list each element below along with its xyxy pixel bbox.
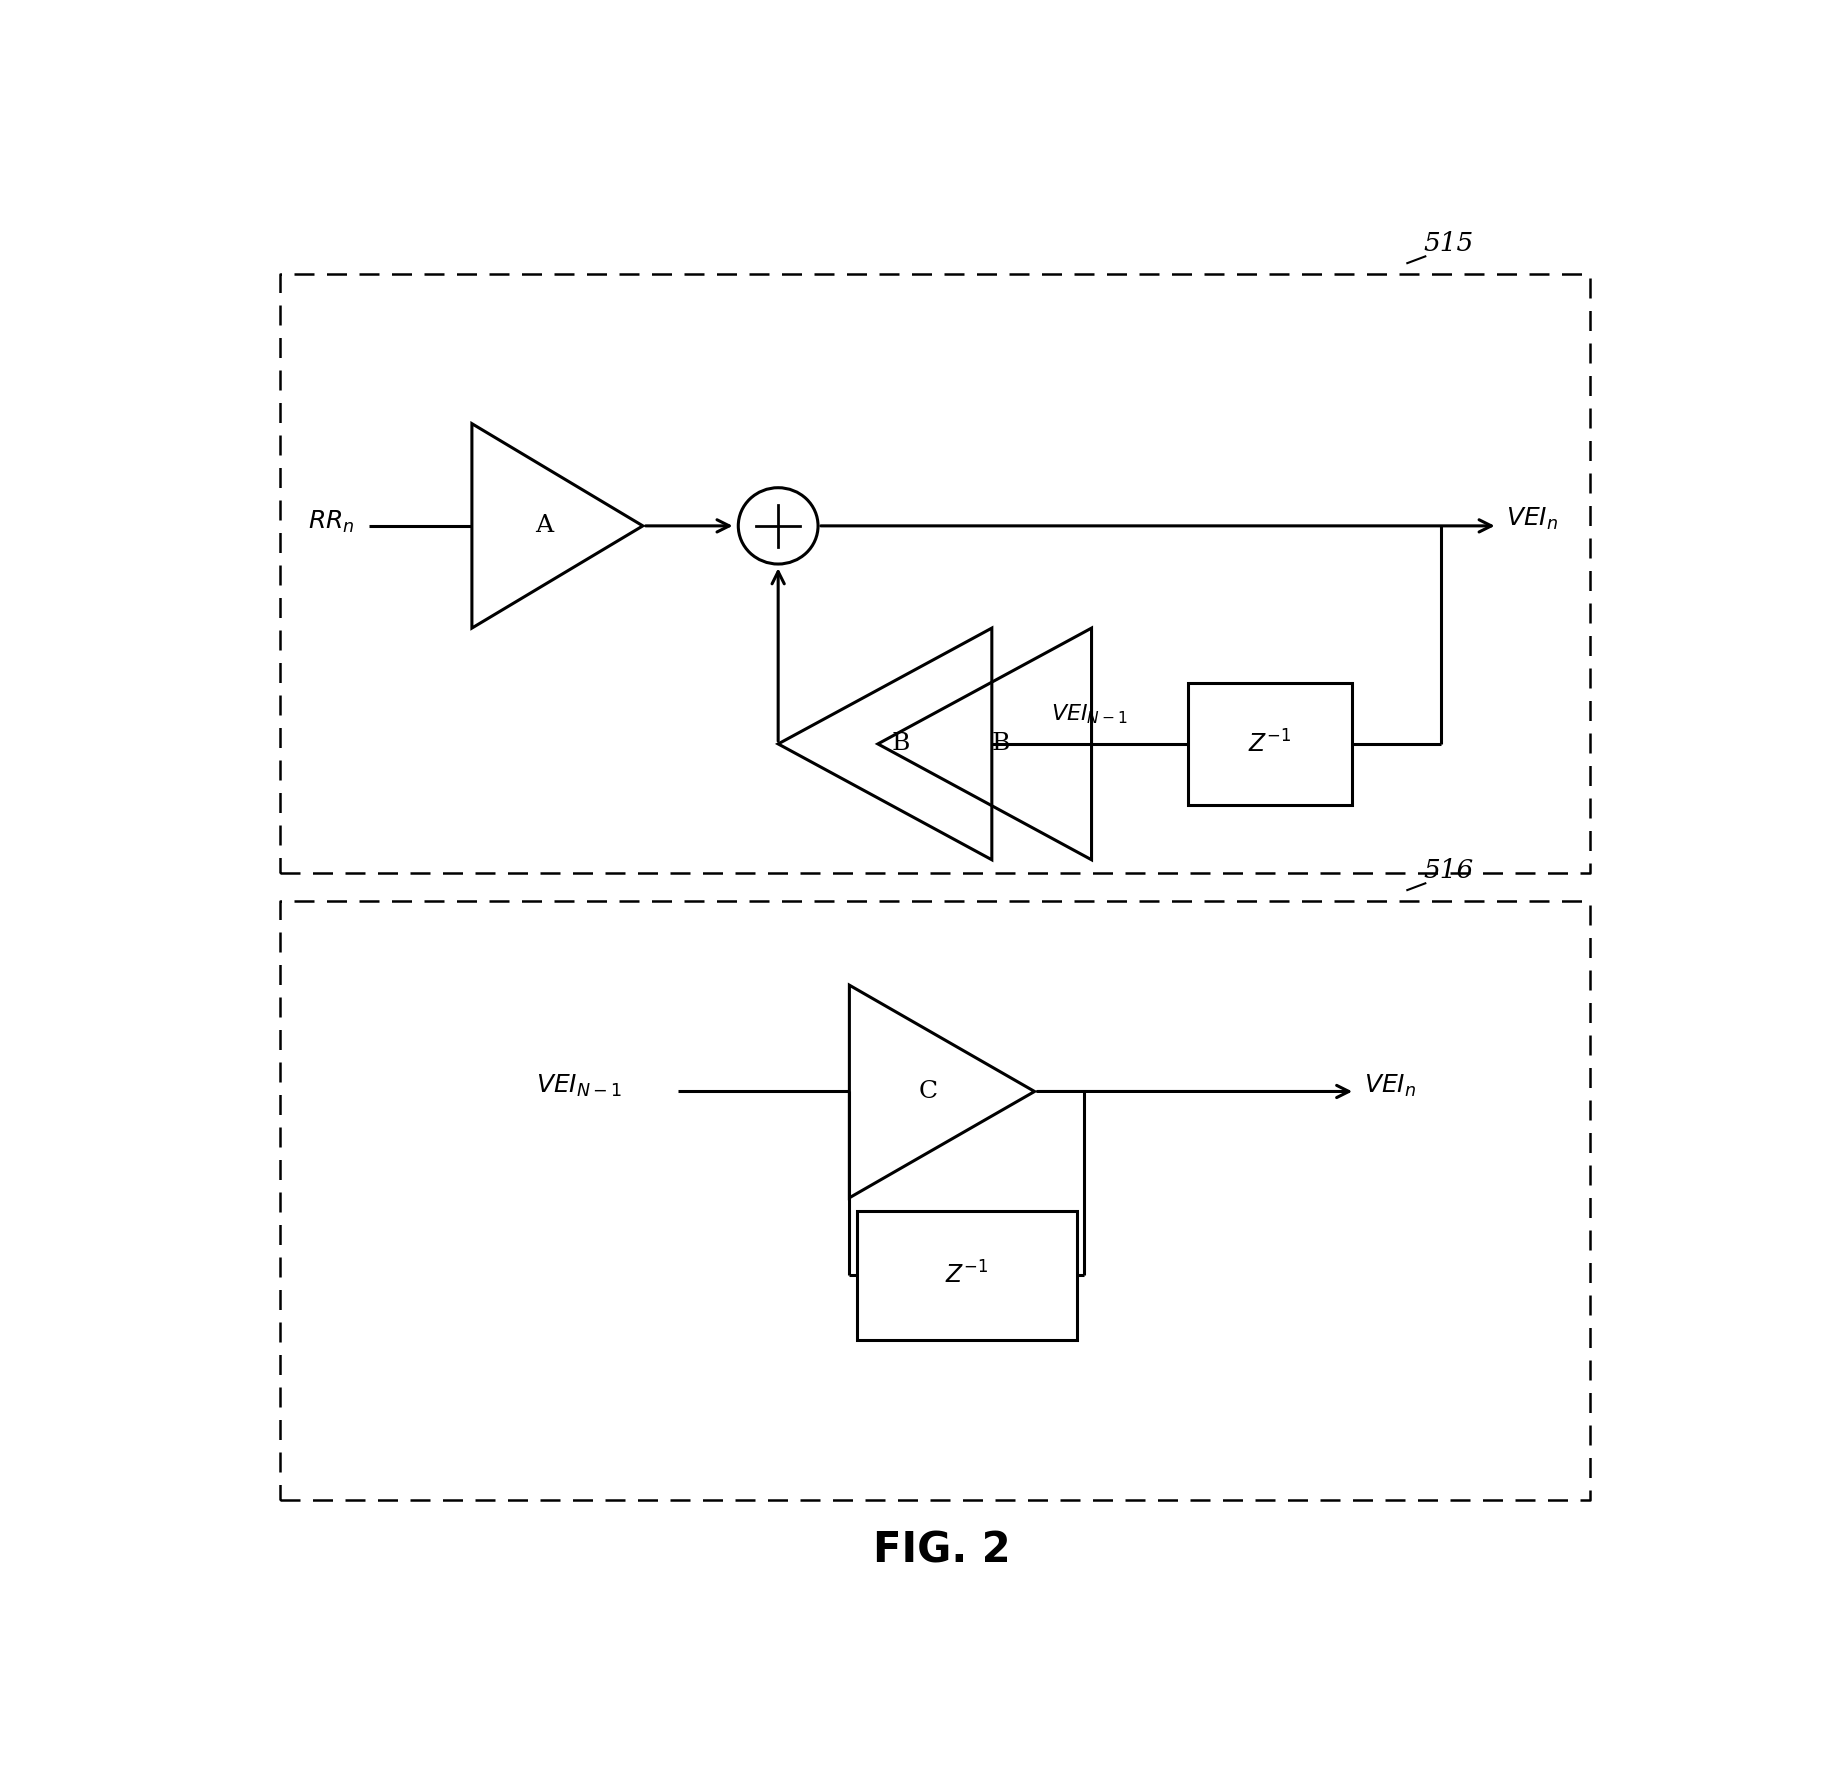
Text: FIG. 2: FIG. 2 [873, 1529, 1011, 1572]
Text: $VEI_n$: $VEI_n$ [1364, 1073, 1415, 1099]
Text: $VEI_{N-1}$: $VEI_{N-1}$ [537, 1073, 623, 1099]
Text: $VEI_n$: $VEI_n$ [1505, 506, 1559, 533]
Text: B: B [891, 733, 910, 756]
Text: A: A [535, 515, 553, 538]
Text: 516: 516 [1423, 858, 1474, 883]
Bar [857, 1211, 1077, 1340]
Text: C: C [919, 1080, 937, 1103]
Bar [1187, 683, 1351, 805]
Text: 515: 515 [1423, 232, 1474, 257]
Text: $RR_n$: $RR_n$ [309, 508, 355, 535]
Text: $VEI_{N-1}$: $VEI_{N-1}$ [1051, 703, 1129, 726]
Text: $Z^{-1}$: $Z^{-1}$ [1248, 731, 1290, 758]
Text: $Z^{-1}$: $Z^{-1}$ [945, 1262, 989, 1289]
Text: B: B [991, 733, 1009, 756]
